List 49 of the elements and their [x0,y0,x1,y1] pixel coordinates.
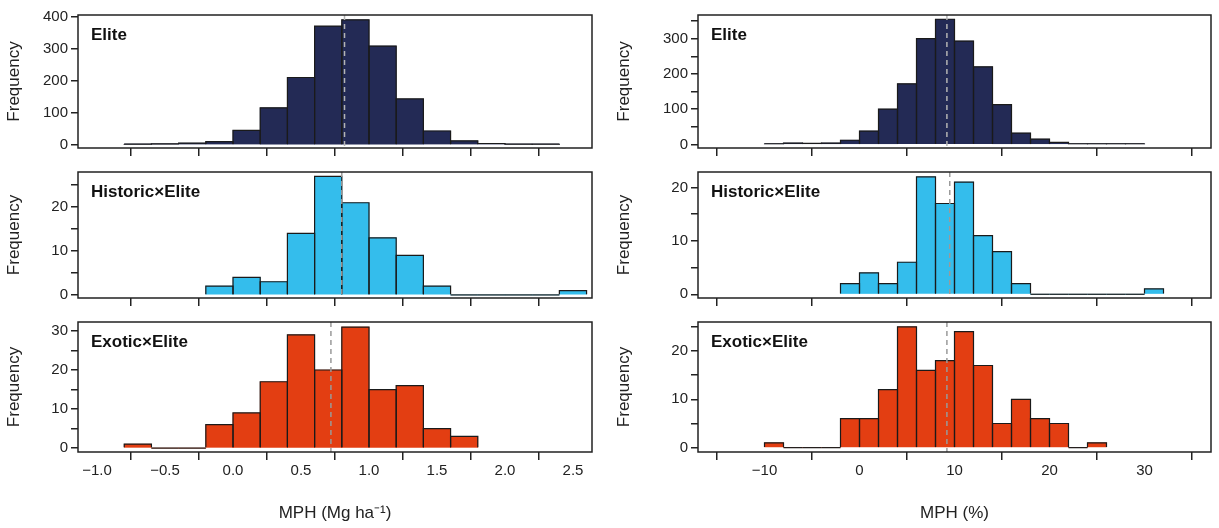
y-tick-label: 10 [671,389,688,407]
y-tick-label: 0 [59,134,68,152]
y-tick-label: 0 [59,438,68,456]
y-tick-label: 10 [51,241,68,259]
y-tick-label: 0 [59,285,68,303]
y-tick-label: 0 [679,134,688,152]
x-tick-label: 1.5 [426,461,448,479]
y-tick-label: 0 [679,437,688,455]
x-tick-label: −1.0 [82,461,112,479]
text: Exotic×Elite [711,332,808,352]
y-tick-label: 20 [51,360,68,378]
y-tick-label: 0 [679,284,688,302]
y-tick-label: 200 [662,64,688,82]
text: Historic×Elite [91,182,201,202]
x-tick-label: −0.5 [150,461,180,479]
x-tick-label: 2.0 [494,461,516,479]
y-axis-title: Frequency [613,194,633,276]
text: Elite [91,25,127,45]
x-axis-title: MPH (%) [920,503,989,523]
y-tick-label: 100 [42,102,68,120]
y-axis-title: Frequency [613,346,633,428]
x-tick-label: 0 [855,461,864,479]
y-tick-label: 100 [662,99,688,117]
x-tick-label: 2.5 [562,461,584,479]
text: Historic×Elite [711,182,821,202]
x-tick-label: −10 [751,461,778,479]
x-tick-label: 30 [1136,461,1153,479]
y-tick-label: 300 [662,28,688,46]
y-tick-label: 20 [671,177,688,195]
x-tick-label: 0.0 [222,461,244,479]
y-axis-title: Frequency [3,194,23,276]
text: Elite [711,25,747,45]
x-tick-label: 1.0 [358,461,380,479]
y-tick-label: 30 [51,321,68,339]
y-tick-label: 300 [42,38,68,56]
x-tick-label: 10 [946,461,963,479]
x-axis-title: MPH (Mg ha⁻¹) [278,503,392,523]
x-tick-label: 0.5 [290,461,312,479]
y-tick-label: 10 [51,399,68,417]
x-tick-label: 20 [1041,461,1058,479]
y-tick-label: 10 [671,231,688,249]
y-tick-label: 20 [671,341,688,359]
y-axis-title: Frequency [3,40,23,122]
y-tick-label: 200 [42,70,68,88]
y-tick-label: 20 [51,197,68,215]
y-axis-title: Frequency [3,346,23,428]
y-tick-label: 400 [42,6,68,24]
y-axis-title: Frequency [613,40,633,122]
text: Exotic×Elite [91,332,188,352]
